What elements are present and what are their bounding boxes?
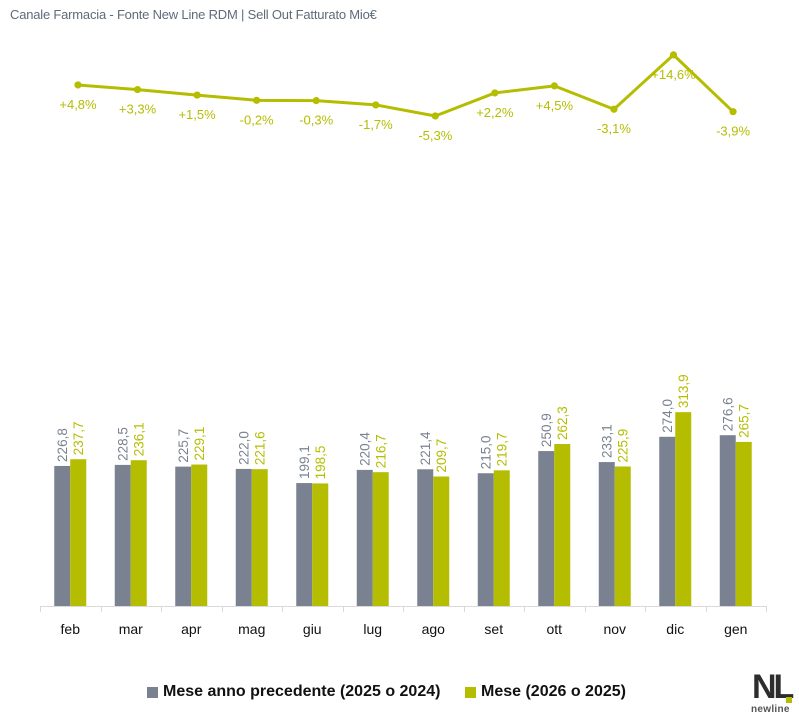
x-tick-label-mar: mar bbox=[119, 621, 143, 637]
bar-label-previous-mag: 222,0 bbox=[237, 431, 252, 465]
bar-label-current-apr: 229,1 bbox=[192, 427, 207, 461]
bar-label-current-lug: 216,7 bbox=[374, 434, 389, 468]
sell-out-bar-chart: 226,8 237,7 feb 228,5 236,1 mar 225,7 229,1 apr 2… bbox=[40, 374, 767, 637]
bar-previous-lug bbox=[356, 469, 373, 606]
x-tick-label-feb: feb bbox=[61, 621, 81, 637]
growth-point-nov bbox=[610, 105, 618, 113]
growth-label-nov: -3,1% bbox=[597, 121, 631, 136]
bar-current-ago bbox=[433, 476, 450, 606]
bar-label-previous-dic: 274,0 bbox=[660, 399, 675, 433]
bar-label-previous-lug: 220,4 bbox=[358, 432, 373, 466]
growth-point-dic bbox=[669, 51, 678, 59]
growth-label-mag: -0,2% bbox=[240, 112, 274, 127]
bar-label-previous-apr: 225,7 bbox=[176, 429, 191, 463]
x-tick-label-mag: mag bbox=[238, 621, 265, 637]
x-tick-label-ott: ott bbox=[546, 621, 562, 637]
bar-current-feb bbox=[70, 459, 87, 606]
growth-label-mar: +3,3% bbox=[119, 102, 157, 117]
bar-current-mar bbox=[130, 460, 147, 606]
bar-previous-feb bbox=[54, 465, 71, 606]
growth-point-ago bbox=[431, 112, 439, 120]
bar-label-current-set: 219,7 bbox=[495, 433, 510, 467]
x-tick-label-dic: dic bbox=[666, 621, 684, 637]
legend-swatch-current bbox=[465, 686, 476, 698]
bar-current-lug bbox=[372, 472, 389, 606]
x-tick-label-gen: gen bbox=[724, 621, 747, 637]
bar-label-previous-feb: 226,8 bbox=[55, 428, 70, 462]
legend-label-current: Mese (2026 o 2025) bbox=[481, 683, 626, 700]
bar-previous-dic bbox=[659, 436, 676, 606]
x-tick-label-ago: ago bbox=[422, 621, 446, 637]
bar-previous-ott bbox=[538, 451, 555, 606]
growth-point-mag bbox=[253, 96, 261, 104]
growth-point-giu bbox=[312, 97, 320, 105]
bar-previous-ago bbox=[417, 469, 434, 606]
bar-label-previous-set: 215,0 bbox=[479, 435, 494, 469]
logo-wordmark: newline bbox=[751, 704, 790, 715]
bar-previous-mag bbox=[235, 468, 252, 606]
growth-label-feb: +4,8% bbox=[59, 97, 97, 112]
bar-previous-giu bbox=[296, 483, 313, 606]
legend-item-current: Mese (2026 o 2025) bbox=[465, 683, 626, 701]
growth-line-chart: +4,8% +3,3% +1,5% -0,2% -0,3% -1,7% -5,3% +2,2%… bbox=[59, 51, 750, 143]
growth-label-set: +2,2% bbox=[476, 105, 514, 120]
growth-label-lug: -1,7% bbox=[359, 117, 393, 132]
growth-label-ott: +4,5% bbox=[536, 98, 574, 113]
growth-label-giu: -0,3% bbox=[299, 113, 333, 128]
bar-label-previous-giu: 199,1 bbox=[297, 445, 312, 479]
bar-label-previous-ott: 250,9 bbox=[539, 413, 554, 447]
bar-label-current-gen: 265,7 bbox=[737, 404, 752, 438]
bar-current-set bbox=[493, 470, 510, 606]
bar-label-current-nov: 225,9 bbox=[616, 429, 631, 463]
bar-previous-gen bbox=[719, 435, 736, 606]
growth-label-gen: -3,9% bbox=[716, 124, 750, 139]
growth-point-gen bbox=[729, 108, 737, 116]
bar-label-current-ago: 209,7 bbox=[434, 439, 449, 473]
bar-current-apr bbox=[191, 464, 208, 606]
bar-label-previous-gen: 276,6 bbox=[721, 397, 736, 431]
bar-label-current-ott: 262,3 bbox=[555, 406, 570, 440]
bar-label-current-feb: 237,7 bbox=[71, 421, 86, 455]
bar-label-current-mar: 236,1 bbox=[132, 422, 147, 456]
bar-current-mag bbox=[251, 469, 268, 606]
growth-point-ott bbox=[550, 82, 559, 90]
growth-line bbox=[77, 53, 735, 118]
legend-swatch-previous bbox=[147, 686, 158, 698]
legend-label-previous: Mese anno precedente (2025 o 2024) bbox=[163, 683, 441, 700]
bar-label-current-dic: 313,9 bbox=[676, 374, 691, 408]
bar-current-nov bbox=[614, 466, 631, 606]
legend-item-previous: Mese anno precedente (2025 o 2024) bbox=[147, 683, 440, 701]
chart-title: Canale Farmacia - Fonte New Line RDM | S… bbox=[10, 7, 377, 22]
bar-label-current-giu: 198,5 bbox=[313, 446, 328, 480]
growth-point-feb bbox=[74, 81, 82, 89]
x-tick-label-giu: giu bbox=[303, 621, 322, 637]
bar-previous-nov bbox=[598, 462, 615, 606]
growth-point-set bbox=[491, 89, 499, 97]
bar-label-previous-nov: 233,1 bbox=[600, 424, 615, 458]
bar-label-previous-ago: 221,4 bbox=[418, 431, 433, 465]
x-tick-label-set: set bbox=[484, 621, 503, 637]
bar-label-previous-mar: 228,5 bbox=[116, 427, 131, 461]
bar-current-giu bbox=[312, 483, 329, 606]
x-tick-label-nov: nov bbox=[603, 621, 626, 637]
bar-previous-apr bbox=[175, 466, 192, 606]
growth-point-apr bbox=[193, 91, 201, 99]
newline-logo: NL newline bbox=[750, 668, 796, 717]
bar-label-current-mag: 221,6 bbox=[253, 431, 268, 465]
growth-label-ago: -5,3% bbox=[418, 128, 452, 143]
bar-previous-mar bbox=[114, 464, 131, 606]
bar-previous-set bbox=[477, 473, 494, 606]
bar-current-dic bbox=[675, 412, 692, 606]
growth-label-apr: +1,5% bbox=[178, 107, 216, 122]
x-tick-label-apr: apr bbox=[181, 621, 202, 637]
bar-current-ott bbox=[554, 444, 571, 606]
x-tick-label-lug: lug bbox=[363, 621, 382, 637]
growth-point-lug bbox=[372, 101, 380, 109]
growth-label-dic: +14,6% bbox=[651, 67, 696, 82]
bar-current-gen bbox=[735, 441, 752, 606]
logo-dot-icon bbox=[786, 697, 792, 703]
growth-point-mar bbox=[133, 85, 142, 94]
